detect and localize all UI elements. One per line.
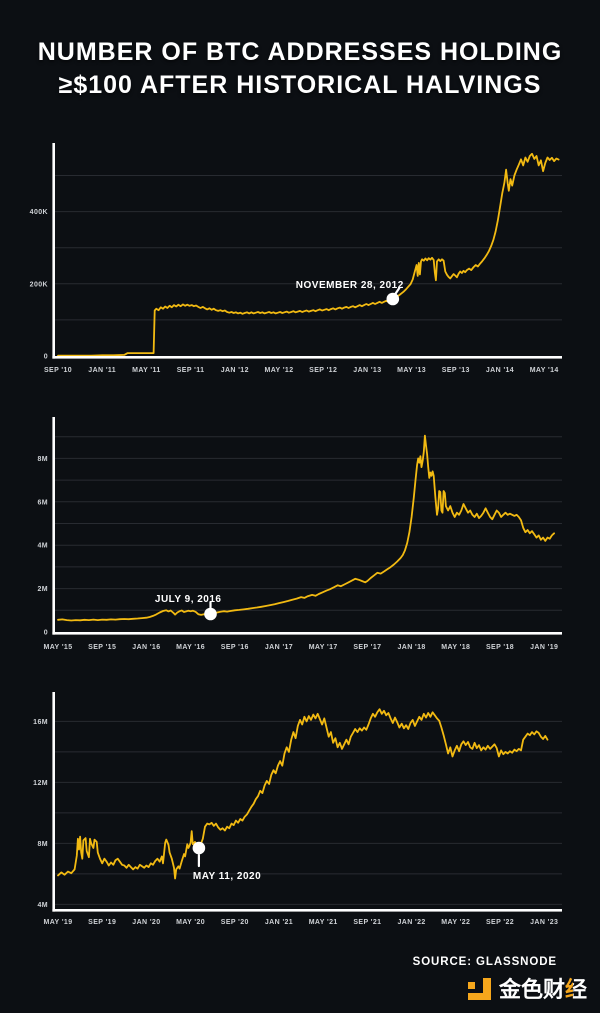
- x-axis-line: [52, 356, 563, 359]
- x-tick-label: MAY '17: [309, 644, 338, 651]
- x-tick-label: MAY '21: [309, 919, 338, 926]
- brand-text-main: 金色财: [498, 977, 565, 1002]
- y-tick-label: 6M: [37, 499, 48, 506]
- y-axis-line: [52, 692, 55, 912]
- x-tick-label: SEP '11: [177, 367, 205, 374]
- x-tick-label: JAN '12: [221, 367, 249, 374]
- halving-2016-chart: 0 2M 4M 6M 8M MAY '15 SEP '15 JAN '16 MAY '16 SEP…: [37, 417, 563, 651]
- x-tick-label: SEP '10: [44, 367, 72, 374]
- annotation-label: NOVEMBER 28, 2012: [296, 280, 404, 291]
- x-tick-label: MAY '20: [176, 919, 205, 926]
- x-tick-label: JAN '19: [530, 644, 558, 651]
- page-title: NUMBER OF BTC ADDRESSES HOLDING ≥$100 AF…: [0, 36, 600, 102]
- annotation-dot: [192, 841, 206, 855]
- y-axis-line: [52, 143, 55, 359]
- y-axis-line: [52, 417, 55, 635]
- annotation-stem: [394, 286, 401, 296]
- x-tick-label: SEP '18: [486, 644, 514, 651]
- y-tick-label: 16M: [33, 719, 48, 726]
- y-tick-label: 4M: [37, 902, 48, 909]
- x-tick-label: SEP '20: [221, 919, 249, 926]
- x-tick-label: JAN '20: [132, 919, 160, 926]
- annotation-label: JULY 9, 2016: [155, 594, 222, 605]
- x-tick-label: JAN '11: [88, 367, 116, 374]
- x-tick-label: SEP '17: [353, 644, 381, 651]
- title-line-2: ≥$100 AFTER HISTORICAL HALVINGS: [58, 71, 542, 99]
- y-tick-label: 4M: [37, 543, 48, 550]
- brand-text: 金色财经: [499, 977, 587, 1003]
- x-tick-label: SEP '19: [88, 919, 116, 926]
- x-tick-label: SEP '21: [353, 919, 381, 926]
- x-tick-label: SEP '15: [88, 644, 116, 651]
- series-line: [57, 434, 555, 622]
- x-tick-label: JAN '13: [353, 367, 381, 374]
- jinse-logo-icon: [467, 977, 491, 1000]
- x-tick-label: MAY '18: [441, 644, 470, 651]
- y-tick-label: 12M: [33, 780, 48, 787]
- x-tick-label: MAY '16: [176, 644, 205, 651]
- x-tick-label: MAY '14: [530, 367, 559, 374]
- series-line: [57, 708, 549, 880]
- x-tick-label: SEP '16: [221, 644, 249, 651]
- x-tick-label: MAY '22: [441, 919, 470, 926]
- x-axis-line: [52, 909, 563, 912]
- y-tick-label: 0: [44, 354, 48, 361]
- x-tick-label: MAY '15: [44, 644, 73, 651]
- x-tick-label: JAN '18: [397, 644, 425, 651]
- x-tick-label: SEP '22: [486, 919, 514, 926]
- brand-logo: 金色财经: [466, 977, 587, 1003]
- series-line: [57, 152, 560, 357]
- x-tick-label: MAY '12: [265, 367, 294, 374]
- x-tick-label: MAY '11: [132, 367, 161, 374]
- x-tick-label: MAY '19: [44, 919, 73, 926]
- x-tick-label: SEP '12: [309, 367, 337, 374]
- x-tick-label: MAY '13: [397, 367, 426, 374]
- halving-2020-chart: 4M 8M 12M 16M MAY '19 SEP '19 JAN '20 MAY '20 SE…: [33, 692, 563, 926]
- y-tick-label: 0: [44, 630, 48, 637]
- y-tick-label: 2M: [37, 586, 48, 593]
- y-tick-label: 400K: [30, 209, 48, 216]
- brand-text-accent: 经: [564, 977, 587, 1002]
- y-tick-label: 8M: [37, 841, 48, 848]
- x-tick-label: JAN '23: [530, 919, 558, 926]
- x-tick-label: JAN '16: [132, 644, 160, 651]
- y-tick-label: 200K: [30, 281, 48, 288]
- annotation-label: MAY 11, 2020: [193, 871, 261, 882]
- y-tick-label: 8M: [37, 456, 48, 463]
- x-tick-label: JAN '14: [486, 367, 514, 374]
- source-credit: SOURCE: GLASSNODE: [412, 956, 557, 968]
- halving-2012-chart: 0 200K 400K SEP '10 JAN '11 MAY '11 SEP '11 JAN…: [30, 143, 563, 374]
- annotation-dot: [386, 292, 400, 306]
- x-tick-label: JAN '17: [265, 644, 293, 651]
- title-line-1: NUMBER OF BTC ADDRESSES HOLDING: [37, 38, 563, 66]
- x-tick-label: JAN '21: [265, 919, 293, 926]
- x-tick-label: JAN '22: [397, 919, 425, 926]
- x-tick-label: SEP '13: [442, 367, 470, 374]
- x-axis-line: [52, 632, 563, 635]
- annotation-dot: [204, 607, 217, 621]
